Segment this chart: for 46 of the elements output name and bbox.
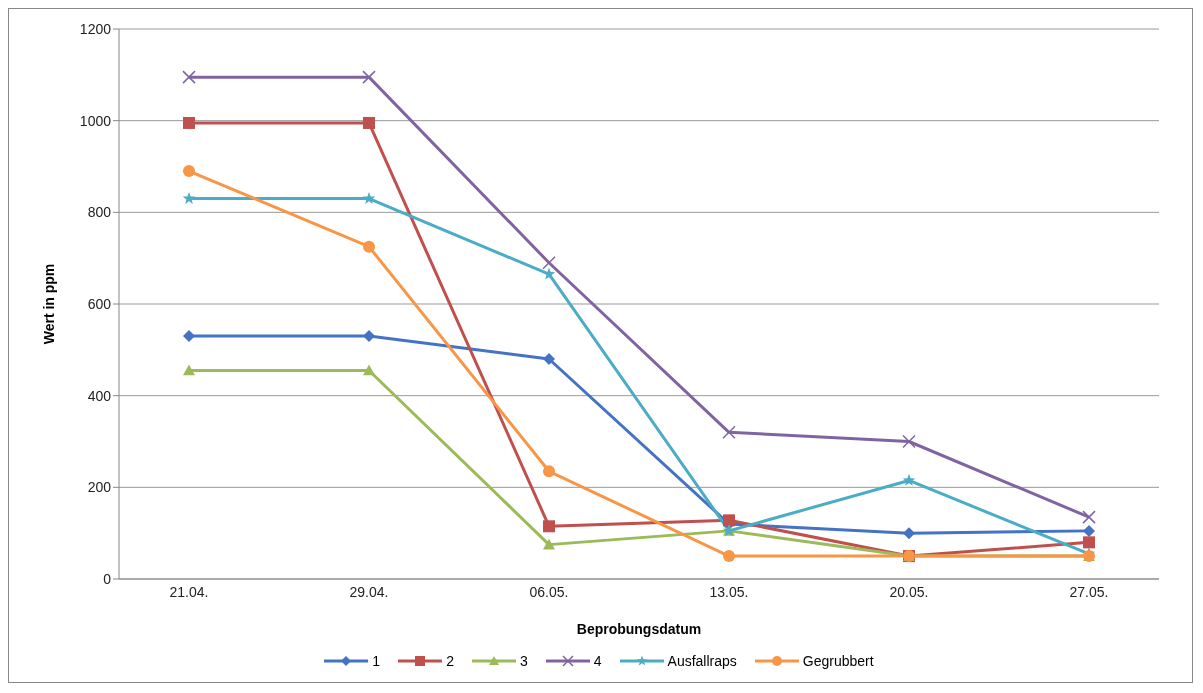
point <box>902 434 916 449</box>
point <box>183 364 195 376</box>
y-tick-label: 0 <box>103 570 112 587</box>
x-tick-label: 20.05. <box>889 583 929 600</box>
y-tick-label: 400 <box>87 387 112 404</box>
x-tick-label: 21.04. <box>169 583 209 600</box>
y-tick-label: 1200 <box>79 20 112 37</box>
point <box>543 353 555 365</box>
point <box>543 465 555 478</box>
point <box>363 240 375 253</box>
point <box>183 116 195 129</box>
legend-label: Gegrubbert <box>801 653 874 669</box>
point <box>543 538 555 550</box>
legend-label: 3 <box>518 653 528 669</box>
point <box>183 165 195 178</box>
point <box>1083 524 1095 537</box>
point <box>902 473 916 486</box>
point <box>363 116 375 129</box>
x-axis-title: Beprobungsdatum <box>576 621 702 637</box>
point <box>183 330 195 343</box>
point <box>363 330 375 343</box>
legend-label: 2 <box>445 653 454 669</box>
point <box>542 267 556 280</box>
point <box>363 364 375 376</box>
point <box>362 191 376 204</box>
point <box>723 550 735 563</box>
legend-label: 1 <box>371 653 381 669</box>
y-tick-label: 800 <box>87 204 112 221</box>
point <box>543 520 555 533</box>
y-axis-title: Wert in ppm <box>40 263 57 345</box>
legend-label: 4 <box>592 653 602 669</box>
point <box>182 191 196 204</box>
y-tick-label: 200 <box>87 479 112 496</box>
point <box>722 425 736 440</box>
x-tick-label: 13.05. <box>709 583 749 600</box>
x-tick-label: 29.04. <box>349 583 389 600</box>
legend-label: Ausfallraps <box>666 653 737 669</box>
y-tick-label: 600 <box>87 295 112 312</box>
point <box>1082 510 1096 524</box>
point <box>182 70 196 84</box>
point <box>362 70 376 84</box>
point <box>903 527 915 540</box>
x-tick-label: 27.05. <box>1069 583 1109 600</box>
x-tick-label: 06.05. <box>529 583 569 600</box>
y-tick-label: 1000 <box>79 112 112 129</box>
point <box>1083 536 1095 549</box>
